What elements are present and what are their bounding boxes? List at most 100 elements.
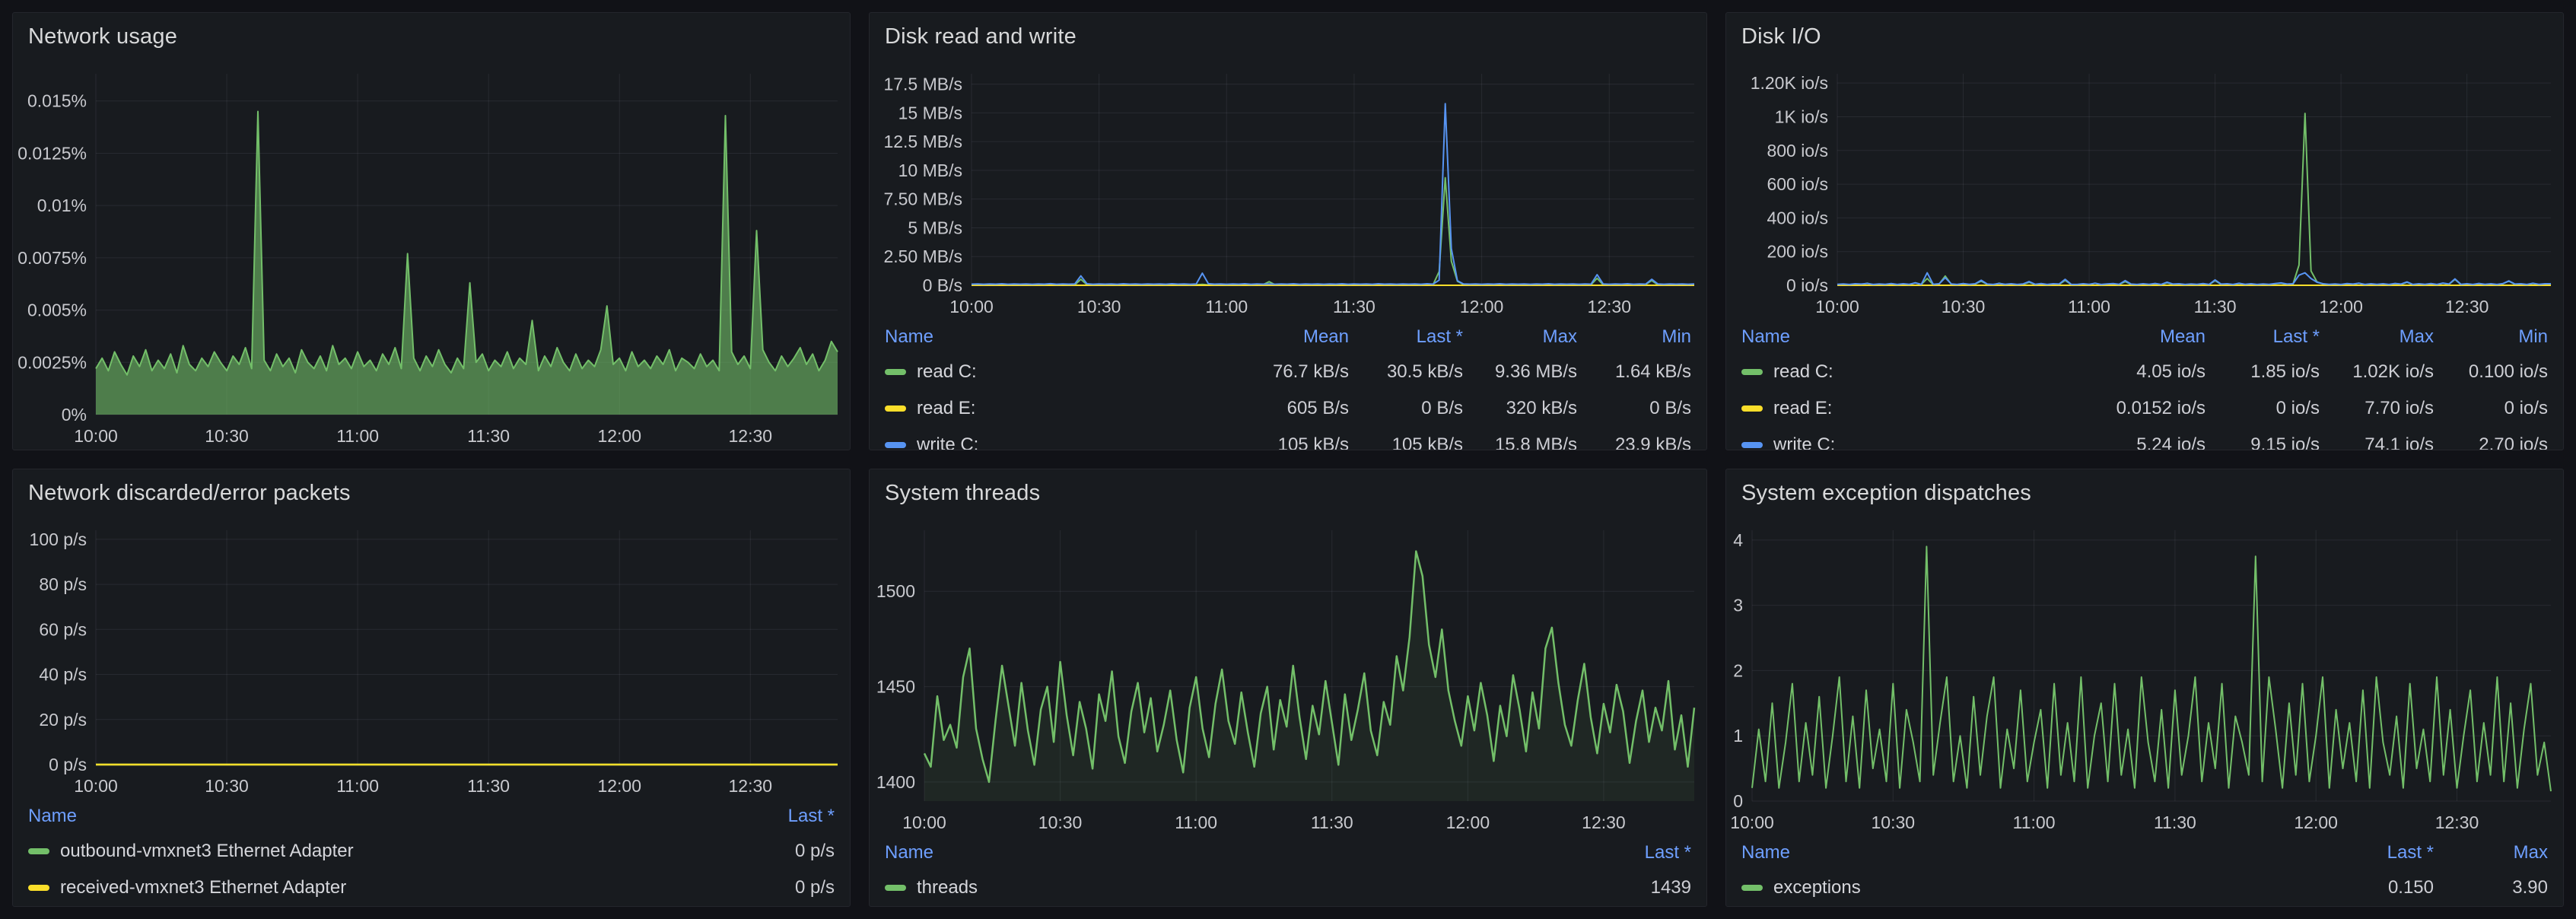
- panel-title-network-discarded-error-packets[interactable]: Network discarded/error packets: [28, 480, 351, 505]
- read-c-swatch-icon[interactable]: [1741, 369, 1763, 375]
- disk-i-o-plot[interactable]: 10:00 10:30 11:00 11:30 12:00 12:30 0 io/s 200 …: [1726, 56, 2563, 320]
- panel-title-system-exception-dispatches[interactable]: System exception dispatches: [1741, 480, 2031, 505]
- series-name[interactable]: received-vmxnet3 Ethernet Adapter: [60, 877, 347, 898]
- x-axis-label: 10:30: [205, 776, 249, 796]
- disk-i-o-column-name[interactable]: Name: [1741, 326, 1791, 347]
- panel-disk-i-o: Disk I/O 10:00 10:30 11:00 11:30 12:00 12:30 0…: [1725, 12, 2564, 450]
- disk-read-and-write-column-mean[interactable]: Mean: [1302, 326, 1349, 347]
- series-name[interactable]: outbound-vmxnet3 Ethernet Adapter: [60, 841, 354, 861]
- disk-i-o-legend-row-read-e: read E: 0.0152 io/s 0 io/s 7.70 io/s 0 io/s: [1741, 390, 2548, 427]
- y-axis-label: 0.0025%: [17, 352, 87, 372]
- y-axis-label: 2.50 MB/s: [883, 246, 962, 266]
- panel-header-network-discarded-error-packets: Network discarded/error packets: [13, 469, 850, 512]
- disk-read-and-write-plot[interactable]: 10:00 10:30 11:00 11:30 12:00 12:30 0 B/s 2.50 …: [870, 56, 1706, 320]
- network-usage-plot[interactable]: 10:00 10:30 11:00 11:30 12:00 12:30 0% 0.0025% 0…: [13, 56, 850, 450]
- system-exception-dispatches-series-exceptions[interactable]: [1751, 545, 2552, 792]
- system-threads-plot[interactable]: 10:00 10:30 11:00 11:30 12:00 12:30 1400 1450 15…: [870, 512, 1706, 836]
- series-value: 105 kB/s: [1391, 434, 1463, 450]
- disk-read-and-write-column-max[interactable]: Max: [1542, 326, 1577, 347]
- system-exception-dispatches-column-max[interactable]: Max: [2513, 842, 2548, 863]
- series-name[interactable]: exceptions: [1773, 877, 1861, 898]
- network-usage-chart[interactable]: 10:00 10:30 11:00 11:30 12:00 12:30 0% 0.0025% 0…: [13, 56, 850, 450]
- disk-read-and-write-chart[interactable]: 10:00 10:30 11:00 11:30 12:00 12:30 0 B/s 2.50 …: [870, 56, 1706, 320]
- threads-swatch-icon[interactable]: [885, 885, 906, 891]
- read-e-swatch-icon[interactable]: [1741, 405, 1763, 412]
- series-label-cell: exceptions: [1741, 877, 2320, 898]
- x-axis-label: 11:30: [1333, 297, 1375, 316]
- panel-title-disk-read-and-write[interactable]: Disk read and write: [885, 24, 1077, 49]
- disk-read-and-write-series-read-c[interactable]: [971, 176, 1695, 286]
- series-name[interactable]: threads: [917, 877, 978, 898]
- system-threads-column-last[interactable]: Last *: [1644, 842, 1691, 863]
- network-discarded-error-packets-chart[interactable]: 10:00 10:30 11:00 11:30 12:00 12:30 0 p/s 20 p/…: [13, 512, 850, 800]
- network-usage-series-network-usage[interactable]: [95, 110, 838, 376]
- network-discarded-error-packets-plot[interactable]: 10:00 10:30 11:00 11:30 12:00 12:30 0 p/s 20 p/…: [13, 512, 850, 800]
- system-exception-dispatches-plot[interactable]: 10:00 10:30 11:00 11:30 12:00 12:30 0 1 2 3 4: [1726, 512, 2563, 836]
- x-axis-label: 12:30: [729, 426, 773, 446]
- disk-i-o-column-mean[interactable]: Mean: [2159, 326, 2206, 347]
- panel-header-system-exception-dispatches: System exception dispatches: [1726, 469, 2563, 512]
- panel-title-network-usage[interactable]: Network usage: [28, 24, 178, 49]
- y-axis-label: 600 io/s: [1767, 174, 1828, 194]
- write-c-swatch-icon[interactable]: [885, 442, 906, 448]
- read-e-swatch-icon[interactable]: [885, 405, 906, 412]
- panel-header-disk-read-and-write: Disk read and write: [870, 13, 1706, 56]
- series-name[interactable]: write C:: [1773, 434, 1836, 450]
- series-value: 0 B/s: [1649, 398, 1691, 418]
- y-axis-label: 0 B/s: [923, 275, 962, 295]
- series-label-cell: threads: [885, 877, 1577, 898]
- disk-i-o-series-read-c[interactable]: [1837, 113, 2552, 286]
- disk-i-o-series-write-c[interactable]: [1837, 272, 2551, 285]
- disk-i-o-column-min[interactable]: Min: [2518, 326, 2548, 347]
- series-name[interactable]: read E:: [917, 398, 976, 418]
- network-discarded-error-packets-legend-row-received-vmxnet3-ethernet-adapter: received-vmxnet3 Ethernet Adapter 0 p/s: [28, 870, 835, 906]
- system-threads-series-threads[interactable]: [923, 550, 1696, 784]
- exceptions-swatch-icon[interactable]: [1741, 885, 1763, 891]
- panel-header-system-threads: System threads: [870, 469, 1706, 512]
- network-discarded-error-packets-column-last[interactable]: Last *: [787, 806, 835, 826]
- disk-i-o-column-last[interactable]: Last *: [2272, 326, 2320, 347]
- series-value: 1439: [1650, 877, 1691, 898]
- network-discarded-error-packets-column-name[interactable]: Name: [28, 806, 78, 826]
- y-axis-label: 0 io/s: [1786, 275, 1828, 295]
- write-c-swatch-icon[interactable]: [1741, 442, 1763, 448]
- x-axis-label: 12:00: [597, 426, 641, 446]
- disk-read-and-write-column-last[interactable]: Last *: [1416, 326, 1463, 347]
- system-threads-chart[interactable]: 10:00 10:30 11:00 11:30 12:00 12:30 1400 1450 15…: [870, 512, 1706, 836]
- series-value: 4.05 io/s: [2136, 361, 2206, 382]
- panel-title-system-threads[interactable]: System threads: [885, 480, 1041, 505]
- received-vmxnet3-ethernet-adapter-swatch-icon[interactable]: [28, 885, 49, 891]
- x-axis-label: 10:00: [74, 426, 118, 446]
- disk-read-and-write-column-min[interactable]: Min: [1662, 326, 1691, 347]
- series-value: 9.36 MB/s: [1494, 361, 1577, 382]
- series-name[interactable]: read C:: [1773, 361, 1833, 382]
- y-axis-label: 0.015%: [27, 91, 87, 111]
- read-c-swatch-icon[interactable]: [885, 369, 906, 375]
- x-axis-label: 11:00: [1175, 812, 1217, 832]
- outbound-vmxnet3-ethernet-adapter-swatch-icon[interactable]: [28, 848, 49, 854]
- disk-i-o-column-max[interactable]: Max: [2399, 326, 2434, 347]
- series-name[interactable]: write C:: [917, 434, 979, 450]
- x-axis-label: 11:30: [467, 776, 510, 796]
- panel-header-network-usage: Network usage: [13, 13, 850, 56]
- y-axis-label: 80 p/s: [39, 574, 87, 594]
- system-threads-column-name[interactable]: Name: [885, 842, 934, 863]
- system-exception-dispatches-legend-header: Name Last * Max: [1741, 836, 2548, 870]
- series-name[interactable]: read C:: [917, 361, 977, 382]
- system-exception-dispatches-chart[interactable]: 10:00 10:30 11:00 11:30 12:00 12:30 0 1 2 3 4: [1726, 512, 2563, 836]
- disk-read-and-write-legend-row-write-c: write C: 105 kB/s 105 kB/s 15.8 MB/s 23.9 kB…: [885, 427, 1691, 450]
- series-value: 15.8 MB/s: [1494, 434, 1577, 450]
- series-name[interactable]: read E:: [1773, 398, 1833, 418]
- disk-read-and-write-series-write-c[interactable]: [971, 103, 1695, 285]
- panel-system-exception-dispatches: System exception dispatches 10:00 10:30 11…: [1725, 469, 2564, 907]
- y-axis-label: 0.0125%: [17, 143, 87, 163]
- system-exception-dispatches-column-last[interactable]: Last *: [2387, 842, 2434, 863]
- disk-read-and-write-column-name[interactable]: Name: [885, 326, 934, 347]
- disk-i-o-chart[interactable]: 10:00 10:30 11:00 11:30 12:00 12:30 0 io/s 200 …: [1726, 56, 2563, 320]
- series-value: 1.85 io/s: [2250, 361, 2320, 382]
- y-axis-label: 7.50 MB/s: [883, 189, 962, 209]
- system-exception-dispatches-column-name[interactable]: Name: [1741, 842, 1791, 863]
- disk-read-and-write-legend: Name Mean Last * Max Min read C: 76.7 kB/s 30.5…: [870, 320, 1706, 450]
- x-axis-label: 12:00: [1446, 812, 1490, 832]
- panel-title-disk-i-o[interactable]: Disk I/O: [1741, 24, 1821, 49]
